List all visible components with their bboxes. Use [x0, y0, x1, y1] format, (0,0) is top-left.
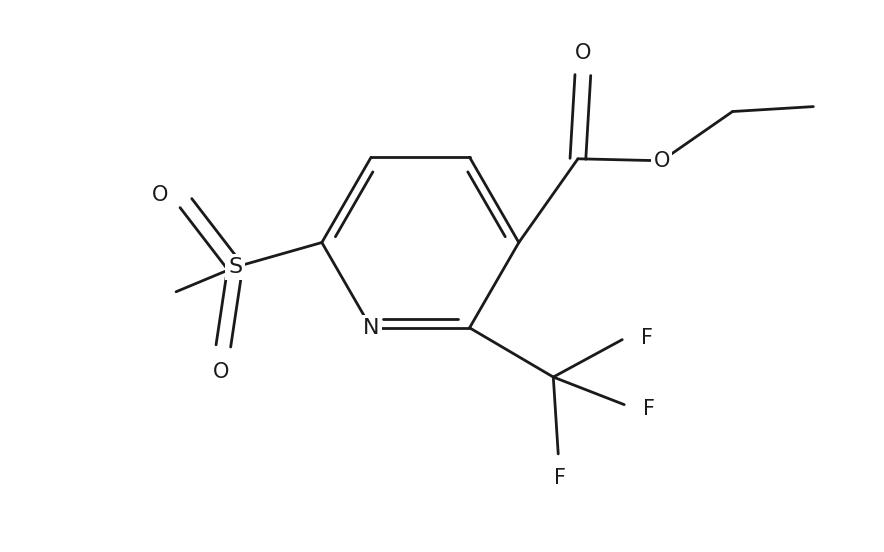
Text: F: F — [641, 328, 653, 348]
Text: O: O — [575, 44, 591, 63]
Text: O: O — [152, 185, 169, 205]
Text: O: O — [213, 362, 230, 381]
Text: S: S — [228, 257, 242, 277]
Text: F: F — [643, 399, 655, 418]
Text: F: F — [554, 468, 566, 487]
Text: O: O — [653, 151, 670, 171]
Text: N: N — [362, 318, 379, 338]
